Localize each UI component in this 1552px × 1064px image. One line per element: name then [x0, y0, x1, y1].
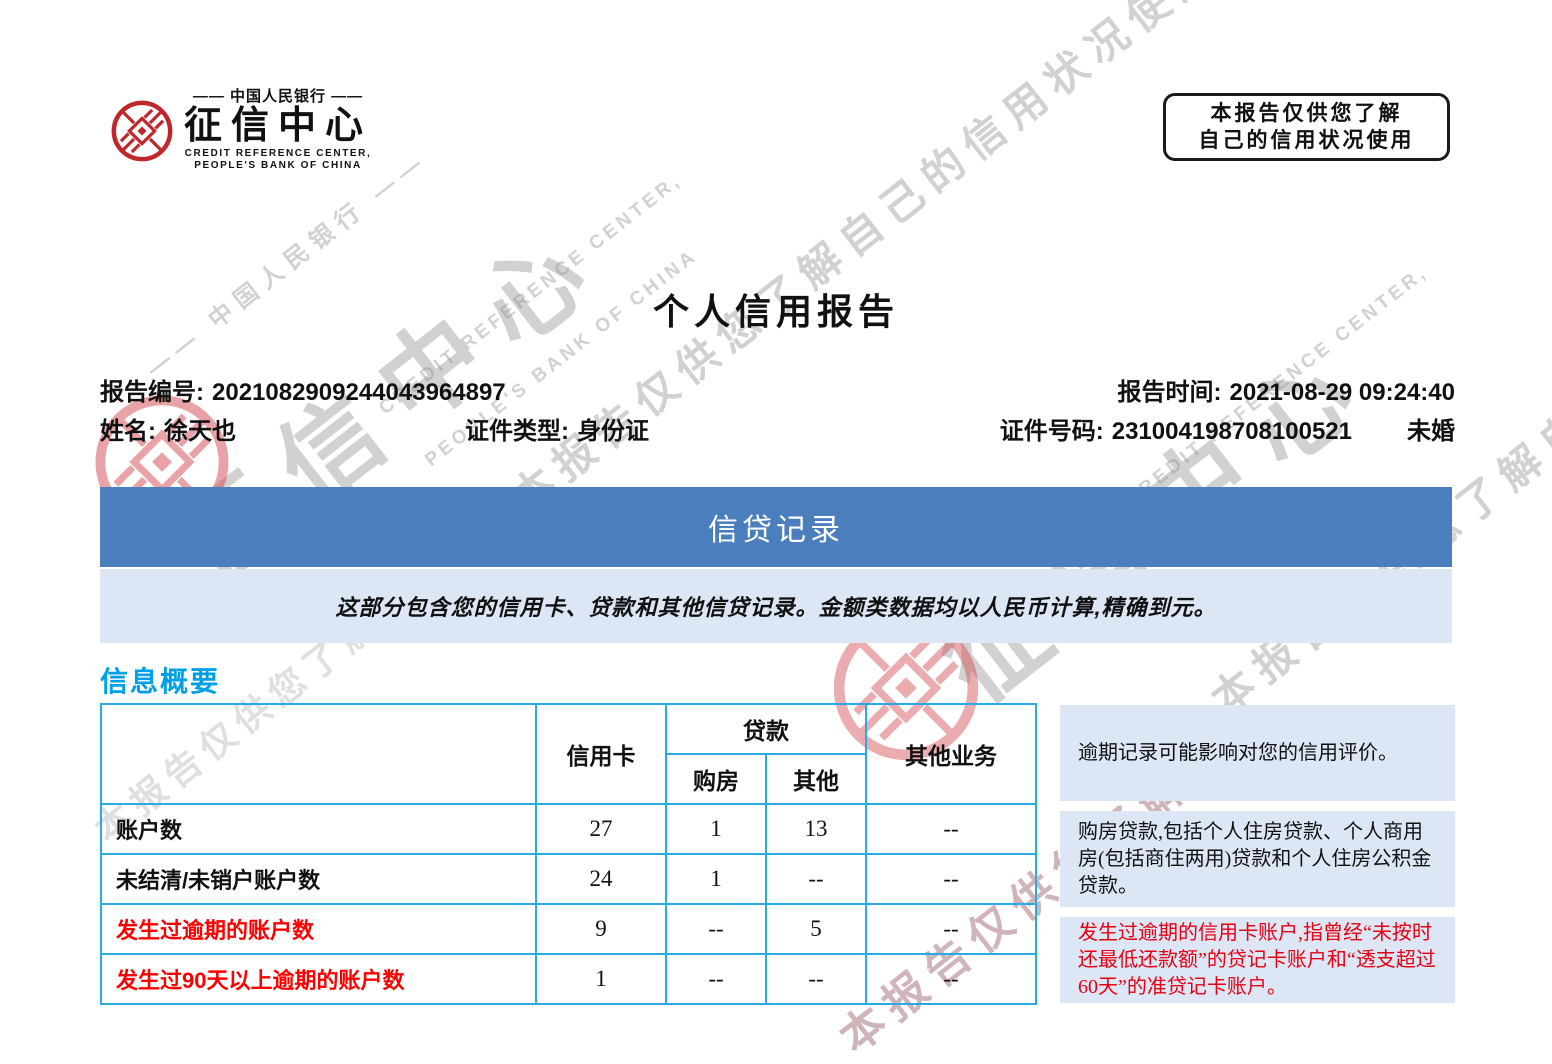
report-time-value: 2021-08-29 09:24:40: [1229, 379, 1455, 406]
side-note-text: 逾期记录可能影响对您的信用评价。: [1078, 741, 1398, 764]
summary-table: 信用卡 贷款 其他业务 购房 其他 账户数 27 1 13 -- 未结清/未销户…: [100, 703, 1037, 1005]
side-note-text: 发生过逾期的信用卡账户,指曾经“未按时还最低还款额”的贷记卡账户和“透支超过60…: [1078, 921, 1436, 998]
section-description-band: 这部分包含您的信用卡、贷款和其他信贷记录。金额类数据均以人民币计算,精确到元。: [100, 569, 1452, 643]
header-loan-group: 贷款: [665, 703, 867, 755]
header-empty-cell: [100, 703, 537, 805]
cell-value: --: [665, 903, 767, 955]
header-loan-other: 其他: [765, 753, 867, 805]
cell-value: 9: [535, 903, 667, 955]
report-time-row: 报告时间: 2021-08-29 09:24:40: [1117, 372, 1455, 407]
name-value: 徐天也: [164, 418, 236, 445]
table-header-row-1: 信用卡 贷款 其他业务: [100, 703, 1037, 805]
header-credit-card: 信用卡: [535, 703, 667, 805]
section-description-text: 这部分包含您的信用卡、贷款和其他信贷记录。金额类数据均以人民币计算,精确到元。: [335, 595, 1217, 620]
row-label: 未结清/未销户账户数: [100, 853, 537, 905]
id-number-row: 证件号码: 231004198708100521 未婚: [1000, 411, 1455, 446]
cell-value: --: [765, 853, 867, 905]
cell-value: --: [865, 953, 1037, 1005]
report-number-label: 报告编号:: [100, 379, 204, 406]
crc-logo-text: —— 中国人民银行 —— 征信中心 CREDIT REFERENCE CENTE…: [184, 85, 372, 173]
usage-notice-line2: 自己的信用状况使用: [1198, 129, 1415, 152]
name-label: 姓名:: [100, 418, 156, 445]
id-type-row: 证件类型: 身份证: [465, 411, 649, 446]
cell-value: 1: [535, 953, 667, 1005]
name-row: 姓名: 徐天也: [100, 411, 236, 446]
pboc-logo-icon: [110, 99, 174, 163]
id-number-label: 证件号码:: [999, 418, 1104, 445]
cell-value: --: [865, 903, 1037, 955]
id-type-label: 证件类型:: [465, 418, 569, 445]
report-number-row: 报告编号: 2021082909244043964897: [100, 372, 506, 407]
report-number-value: 2021082909244043964897: [212, 379, 506, 406]
logo-bank-line: —— 中国人民银行 ——: [192, 88, 364, 105]
cell-value: 1: [665, 803, 767, 855]
cell-value: 24: [535, 853, 667, 905]
header-loan-house: 购房: [665, 753, 767, 805]
cell-value: 1: [665, 853, 767, 905]
row-label: 发生过90天以上逾期的账户数: [100, 953, 537, 1005]
logo-english-line2: PEOPLE'S BANK OF CHINA: [194, 160, 362, 172]
logo-center-name: 征信中心: [184, 105, 373, 147]
table-row-overdue-90d: 发生过90天以上逾期的账户数 1 -- -- --: [100, 953, 1037, 1005]
side-note-text: 购房贷款,包括个人住房贷款、个人商用房(包括商住两用)贷款和个人住房公积金贷款。: [1078, 820, 1432, 897]
page-title: 个人信用报告: [652, 291, 899, 332]
cell-value: --: [865, 803, 1037, 855]
side-note-overdue-impact: 逾期记录可能影响对您的信用评价。: [1060, 705, 1455, 801]
watermark-bank-name: —— 中国人民银行 ——: [141, 146, 434, 383]
report-time-label: 报告时间:: [1117, 379, 1222, 406]
side-note-house-loan-def: 购房贷款,包括个人住房贷款、个人商用房(包括商住两用)贷款和个人住房公积金贷款。: [1060, 811, 1455, 907]
header-other-business: 其他业务: [865, 703, 1037, 805]
section-banner-credit-records: 信贷记录: [100, 487, 1452, 567]
cell-value: 5: [765, 903, 867, 955]
cell-value: 13: [765, 803, 867, 855]
cell-value: --: [765, 953, 867, 1005]
usage-notice-box: 本报告仅供您了解 自己的信用状况使用: [1163, 93, 1450, 161]
cell-value: --: [665, 953, 767, 1005]
marital-status: 未婚: [1407, 418, 1455, 445]
table-row: 未结清/未销户账户数 24 1 -- --: [100, 853, 1037, 905]
id-number-value: 231004198708100521: [1111, 418, 1352, 445]
table-row-overdue: 发生过逾期的账户数 9 -- 5 --: [100, 903, 1037, 955]
side-note-overdue-card-def: 发生过逾期的信用卡账户,指曾经“未按时还最低还款额”的贷记卡账户和“透支超过60…: [1060, 917, 1455, 1003]
usage-notice-line1: 本报告仅供您了解: [1210, 101, 1403, 125]
logo-english-line1: CREDIT REFERENCE CENTER,: [184, 147, 372, 159]
section-banner-title: 信贷记录: [708, 514, 844, 547]
summary-heading: 信息概要: [100, 666, 221, 697]
row-label: 发生过逾期的账户数: [100, 903, 537, 955]
table-header-row-2: 购房 其他: [101, 753, 1036, 805]
cell-value: --: [865, 853, 1037, 905]
crc-logo: —— 中国人民银行 —— 征信中心 CREDIT REFERENCE CENTE…: [110, 85, 372, 173]
table-row: 账户数 27 1 13 --: [100, 803, 1037, 855]
cell-value: 27: [535, 803, 667, 855]
id-type-value: 身份证: [577, 418, 649, 445]
row-label: 账户数: [100, 803, 537, 855]
